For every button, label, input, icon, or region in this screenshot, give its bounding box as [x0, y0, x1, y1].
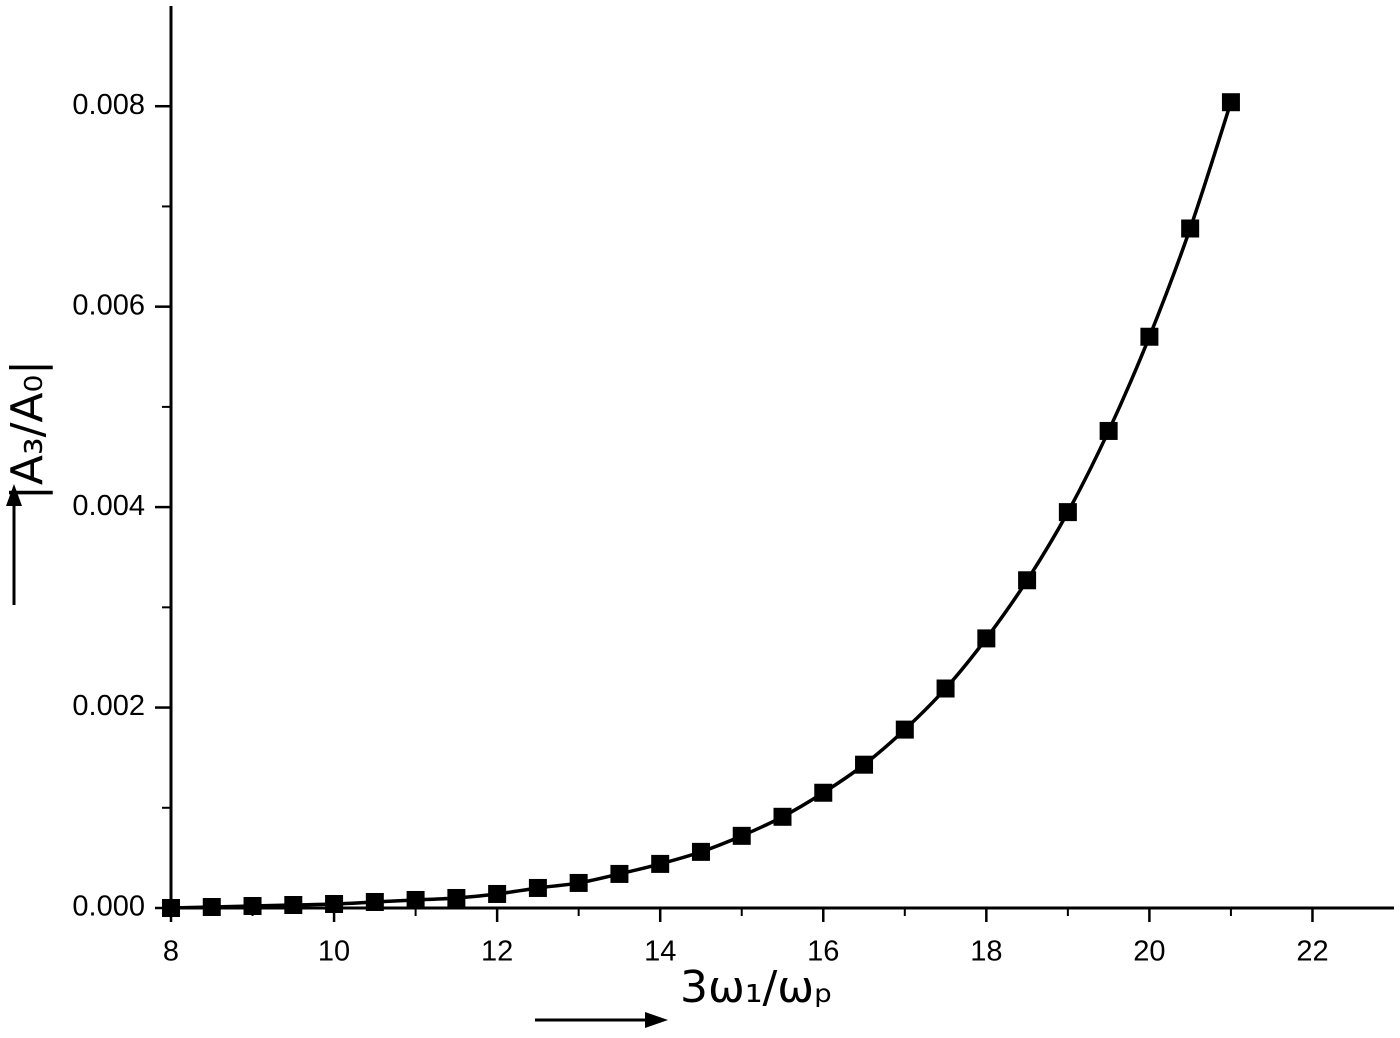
marker	[528, 878, 547, 897]
marker	[365, 892, 384, 911]
y-axis-label: |A₃/A₀|	[2, 360, 53, 500]
y-tick-label: 0.006	[72, 289, 145, 321]
y-tick-label: 0.002	[72, 690, 145, 722]
marker	[243, 896, 262, 915]
marker	[895, 720, 914, 739]
marker	[1099, 421, 1118, 440]
x-tick-label: 16	[807, 936, 839, 968]
x-tick-label: 8	[163, 936, 179, 968]
marker	[202, 897, 221, 916]
y-tick-label: 0.008	[72, 89, 145, 121]
marker	[1018, 571, 1037, 590]
marker	[1058, 503, 1077, 522]
marker	[610, 864, 629, 883]
y-arrowhead	[6, 484, 22, 506]
x-tick-label: 18	[970, 936, 1002, 968]
y-tick-label: 0.000	[72, 891, 145, 923]
marker	[1140, 327, 1159, 346]
marker	[488, 884, 507, 903]
marker	[651, 854, 670, 873]
y-tick-label: 0.004	[72, 490, 145, 522]
x-tick-label: 12	[481, 936, 513, 968]
marker	[936, 679, 955, 698]
x-tick-label: 22	[1296, 936, 1328, 968]
marker	[773, 807, 792, 826]
marker	[1221, 93, 1240, 112]
x-tick-label: 10	[318, 936, 350, 968]
marker	[325, 894, 344, 913]
x-tick-label: 20	[1133, 936, 1165, 968]
marker	[732, 826, 751, 845]
marker	[855, 755, 874, 774]
marker	[814, 783, 833, 802]
marker	[1181, 219, 1200, 238]
marker	[977, 629, 996, 648]
marker	[284, 895, 303, 914]
x-axis-label: 3ω₁/ωₚ	[680, 962, 833, 1013]
x-arrowhead	[645, 1012, 668, 1028]
marker	[162, 899, 180, 917]
marker	[569, 873, 588, 892]
marker	[447, 888, 466, 907]
marker	[691, 842, 710, 861]
marker	[406, 890, 425, 909]
x-tick-label: 14	[644, 936, 676, 968]
